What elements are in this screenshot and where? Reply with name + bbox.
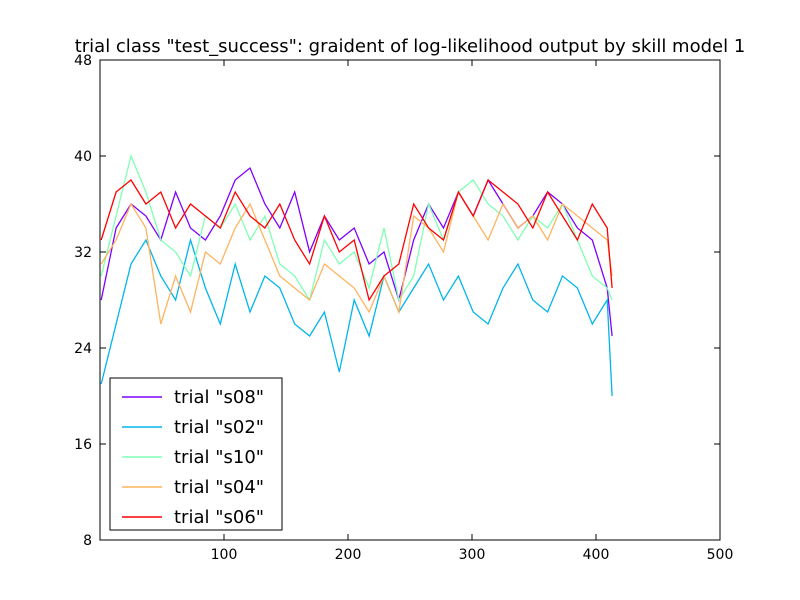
y-tick-label: 8 [83,533,92,549]
series-line-5 [100,178,613,302]
series-line-1 [100,166,613,337]
legend-label-2: trial "s02" [174,417,264,438]
legend-label-3: trial "s10" [174,447,264,468]
series-line-4 [100,190,613,325]
plot-frame [99,59,721,541]
legend-label-1: trial "s08" [174,387,264,408]
x-tick-label: 100 [211,547,238,563]
legend-label-5: trial "s06" [174,507,264,528]
x-tick-label: 200 [335,547,362,563]
y-tick-label: 32 [74,245,92,261]
x-axis-ticks: 100 200 300 400 500 [211,60,734,563]
y-tick-label: 24 [74,341,92,357]
legend-label-4: trial "s04" [174,477,264,498]
y-tick-label: 16 [74,437,92,453]
chart-title: trial class "test_success": graident of … [75,36,746,57]
y-tick-label: 48 [74,53,92,69]
x-tick-label: 300 [459,547,486,563]
x-tick-label: 500 [707,547,734,563]
x-tick-label: 400 [583,547,610,563]
series-layer [100,153,613,397]
y-axis-ticks: 8 16 24 32 40 48 [74,53,720,549]
series-line-2 [100,237,613,397]
y-tick-label: 40 [74,149,92,165]
legend: trial "s08" trial "s02" trial "s10" trial "… [109,377,283,531]
legend-box [109,377,283,531]
